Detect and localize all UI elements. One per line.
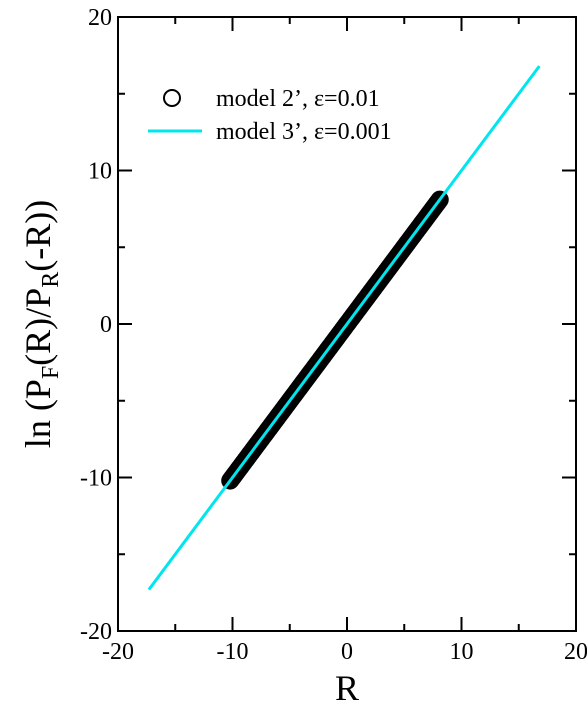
y-tick-label: 0 (100, 312, 112, 338)
y-tick-label: 10 (88, 159, 112, 185)
y-axis-title-part: (R)/P (18, 288, 58, 366)
legend-label-model-2: model 2’, ε=0.01 (216, 86, 380, 112)
y-tick-label: 20 (88, 5, 112, 31)
x-tick-label: -10 (217, 639, 249, 665)
x-tick-label: 0 (341, 639, 353, 665)
y-axis-title-part: ln (P (18, 379, 58, 448)
x-tick-label: 20 (564, 639, 587, 665)
legend-label-model-3: model 3’, ε=0.001 (216, 119, 392, 145)
y-axis-title-sub-r: R (38, 272, 64, 288)
y-axis-title-part: (-R)) (18, 200, 58, 272)
legend-marker-circle (163, 89, 181, 107)
axis-tick-labels: -20 -10 0 10 20 -20 -10 0 10 20 (80, 5, 587, 665)
x-tick-label: 10 (450, 639, 474, 665)
series-line-model-3 (147, 65, 541, 591)
y-axis-title-sub-f: F (38, 366, 64, 379)
x-axis-title: R (335, 668, 359, 708)
x-tick-label: -20 (102, 639, 134, 665)
data-point (430, 190, 449, 209)
legend: model 2’, ε=0.01 model 3’, ε=0.001 (148, 86, 392, 145)
y-tick-label: -10 (80, 466, 112, 492)
y-axis-title: ln (PF(R)/PR(-R)) (18, 200, 64, 448)
axis-ticks (117, 16, 577, 632)
y-tick-label: -20 (80, 619, 112, 645)
series-layer (147, 65, 541, 591)
